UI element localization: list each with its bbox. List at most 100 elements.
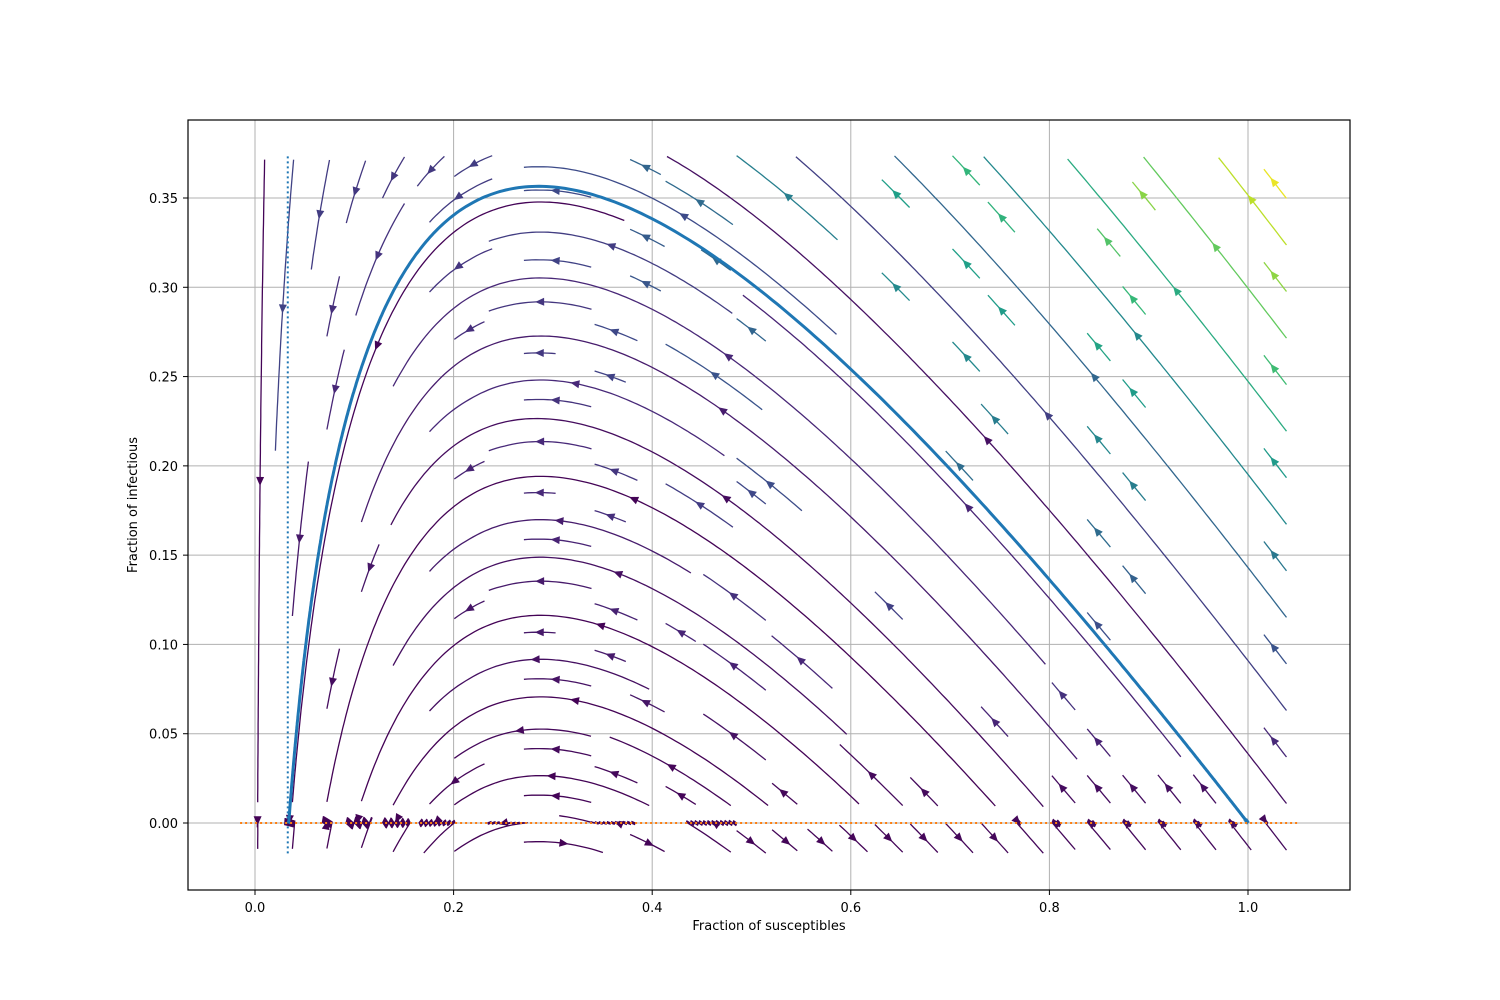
streamline-arrow-icon — [964, 503, 974, 513]
streamline-arrow-icon — [550, 256, 560, 265]
streamline-arrow-icon — [816, 836, 826, 846]
streamline-arrow-icon — [605, 373, 616, 382]
streamline-arrow-icon — [1129, 387, 1139, 398]
streamline-arrow-icon — [256, 476, 265, 486]
streamline-arrow-icon — [1103, 236, 1113, 247]
streamline-arrow-icon — [609, 770, 620, 779]
streamline-arrow-icon — [550, 396, 560, 405]
streamline-arrow-icon — [296, 534, 304, 544]
streamline-arrow-icon — [641, 164, 651, 173]
streamline-arrow-icon — [695, 501, 705, 510]
streamline-arrow-icon — [885, 602, 895, 612]
streamline-arrow-icon — [962, 353, 972, 363]
streamline-arrow-icon — [464, 603, 475, 612]
streamline-arrow-icon — [570, 697, 580, 705]
streamline-arrow-icon — [1270, 643, 1280, 653]
y-tick-label: 0.00 — [149, 817, 178, 832]
streamline-arrow-icon — [644, 838, 654, 846]
streamline-arrow-icon — [427, 164, 437, 175]
streamline-arrow-icon — [962, 259, 972, 270]
streamline-arrow-icon — [1090, 372, 1100, 383]
streamline-arrow-icon — [1093, 527, 1103, 537]
y-axis-label: Fraction of infectious — [126, 437, 141, 573]
streamline-arrow-icon — [676, 629, 687, 638]
streamline-arrow-icon — [613, 571, 624, 579]
streamline-arrow-icon — [1093, 434, 1103, 444]
streamline-arrow-icon — [332, 384, 340, 395]
streamline-arrow-icon — [278, 304, 287, 314]
streamline-arrow-icon — [892, 190, 902, 200]
streamline-arrow-icon — [534, 628, 544, 637]
x-axis-ticks: 0.0 0.2 0.4 0.6 0.8 1.0 — [245, 890, 1258, 916]
streamline-arrow-icon — [989, 832, 998, 842]
x-tick-label: 0.4 — [642, 901, 663, 916]
streamline-arrow-icon — [1093, 341, 1103, 351]
streamline-arrow-icon — [329, 304, 337, 315]
streamline-arrow-icon — [1129, 480, 1139, 491]
streamline-arrow-icon — [883, 832, 893, 842]
streamline-arrow-icon — [991, 415, 1001, 425]
streamline-arrow-icon — [998, 306, 1007, 316]
streamline-arrow-icon — [550, 536, 560, 545]
streamline-arrow-icon — [747, 326, 757, 336]
streamline-arrow-icon — [1173, 286, 1182, 297]
streamline-arrow-icon — [453, 191, 464, 200]
streamline-arrow-icon — [554, 517, 564, 526]
streamline-arrow-icon — [676, 792, 687, 801]
streamline-arrow-icon — [390, 171, 399, 182]
streamline-arrow-icon — [1270, 550, 1280, 560]
streamline-arrow-icon — [747, 489, 757, 499]
x-axis-label: Fraction of susceptibles — [692, 919, 845, 934]
streamline-arrow-icon — [710, 371, 720, 381]
streamline-arrow-icon — [953, 832, 963, 842]
streamline-arrow-icon — [1270, 363, 1280, 374]
streamline-arrow-icon — [867, 771, 877, 781]
streamline-arrow-icon — [530, 655, 540, 664]
x-tick-label: 0.6 — [840, 901, 861, 916]
streamline-arrow-icon — [450, 776, 460, 785]
streamline-arrow-icon — [464, 463, 475, 472]
streamline-arrow-icon — [721, 495, 732, 504]
streamline-arrow-icon — [550, 745, 560, 754]
streamline-arrow-icon — [1058, 783, 1068, 793]
streamline-arrow-icon — [1229, 819, 1239, 829]
streamline-arrow-icon — [711, 820, 721, 830]
streamline-arrow-icon — [745, 836, 756, 845]
streamline-arrow-icon — [374, 340, 383, 351]
streamline-arrow-icon — [983, 436, 993, 446]
streamline-arrow-icon — [605, 513, 616, 521]
streamline-arrow-icon — [991, 717, 1001, 728]
streamline-arrow-icon — [666, 764, 677, 772]
streamline-arrow-icon — [723, 353, 734, 362]
streamline-arrow-icon — [780, 836, 791, 845]
streamline-arrow-icon — [395, 813, 403, 823]
streamline-arrow-icon — [609, 608, 620, 616]
streamline-arrow-icon — [1088, 819, 1098, 829]
streamline-arrow-icon — [1199, 783, 1209, 793]
y-tick-label: 0.25 — [149, 371, 178, 386]
streamline-arrow-icon — [962, 166, 972, 177]
streamline-arrow-icon — [514, 726, 525, 734]
streamline-arrow-icon — [535, 437, 545, 446]
x-tick-label: 0.8 — [1039, 901, 1060, 916]
streamline-arrow-icon — [1270, 177, 1280, 188]
streamline-arrow-icon — [1270, 457, 1280, 467]
streamline-arrow-icon — [329, 677, 337, 687]
streamline-arrow-icon — [367, 562, 375, 573]
streamline-arrow-icon — [321, 820, 330, 831]
streamline-arrow-icon — [1093, 736, 1103, 747]
y-tick-label: 0.35 — [149, 192, 178, 207]
streamline-arrow-icon — [783, 192, 794, 202]
streamline-arrow-icon — [1212, 242, 1221, 253]
streamline-arrow-icon — [1258, 814, 1268, 824]
streamline-arrow-icon — [1133, 331, 1143, 341]
streamline-arrow-icon — [316, 209, 325, 220]
streamline-arrow-icon — [1058, 690, 1068, 700]
streamline-arrow-icon — [679, 213, 689, 222]
streamline-arrow-icon — [375, 250, 383, 261]
y-tick-label: 0.20 — [149, 460, 178, 475]
streamline-arrow-icon — [468, 159, 479, 168]
streamline-arrow-icon — [1129, 573, 1139, 584]
streamline-arrow-icon — [629, 496, 640, 505]
